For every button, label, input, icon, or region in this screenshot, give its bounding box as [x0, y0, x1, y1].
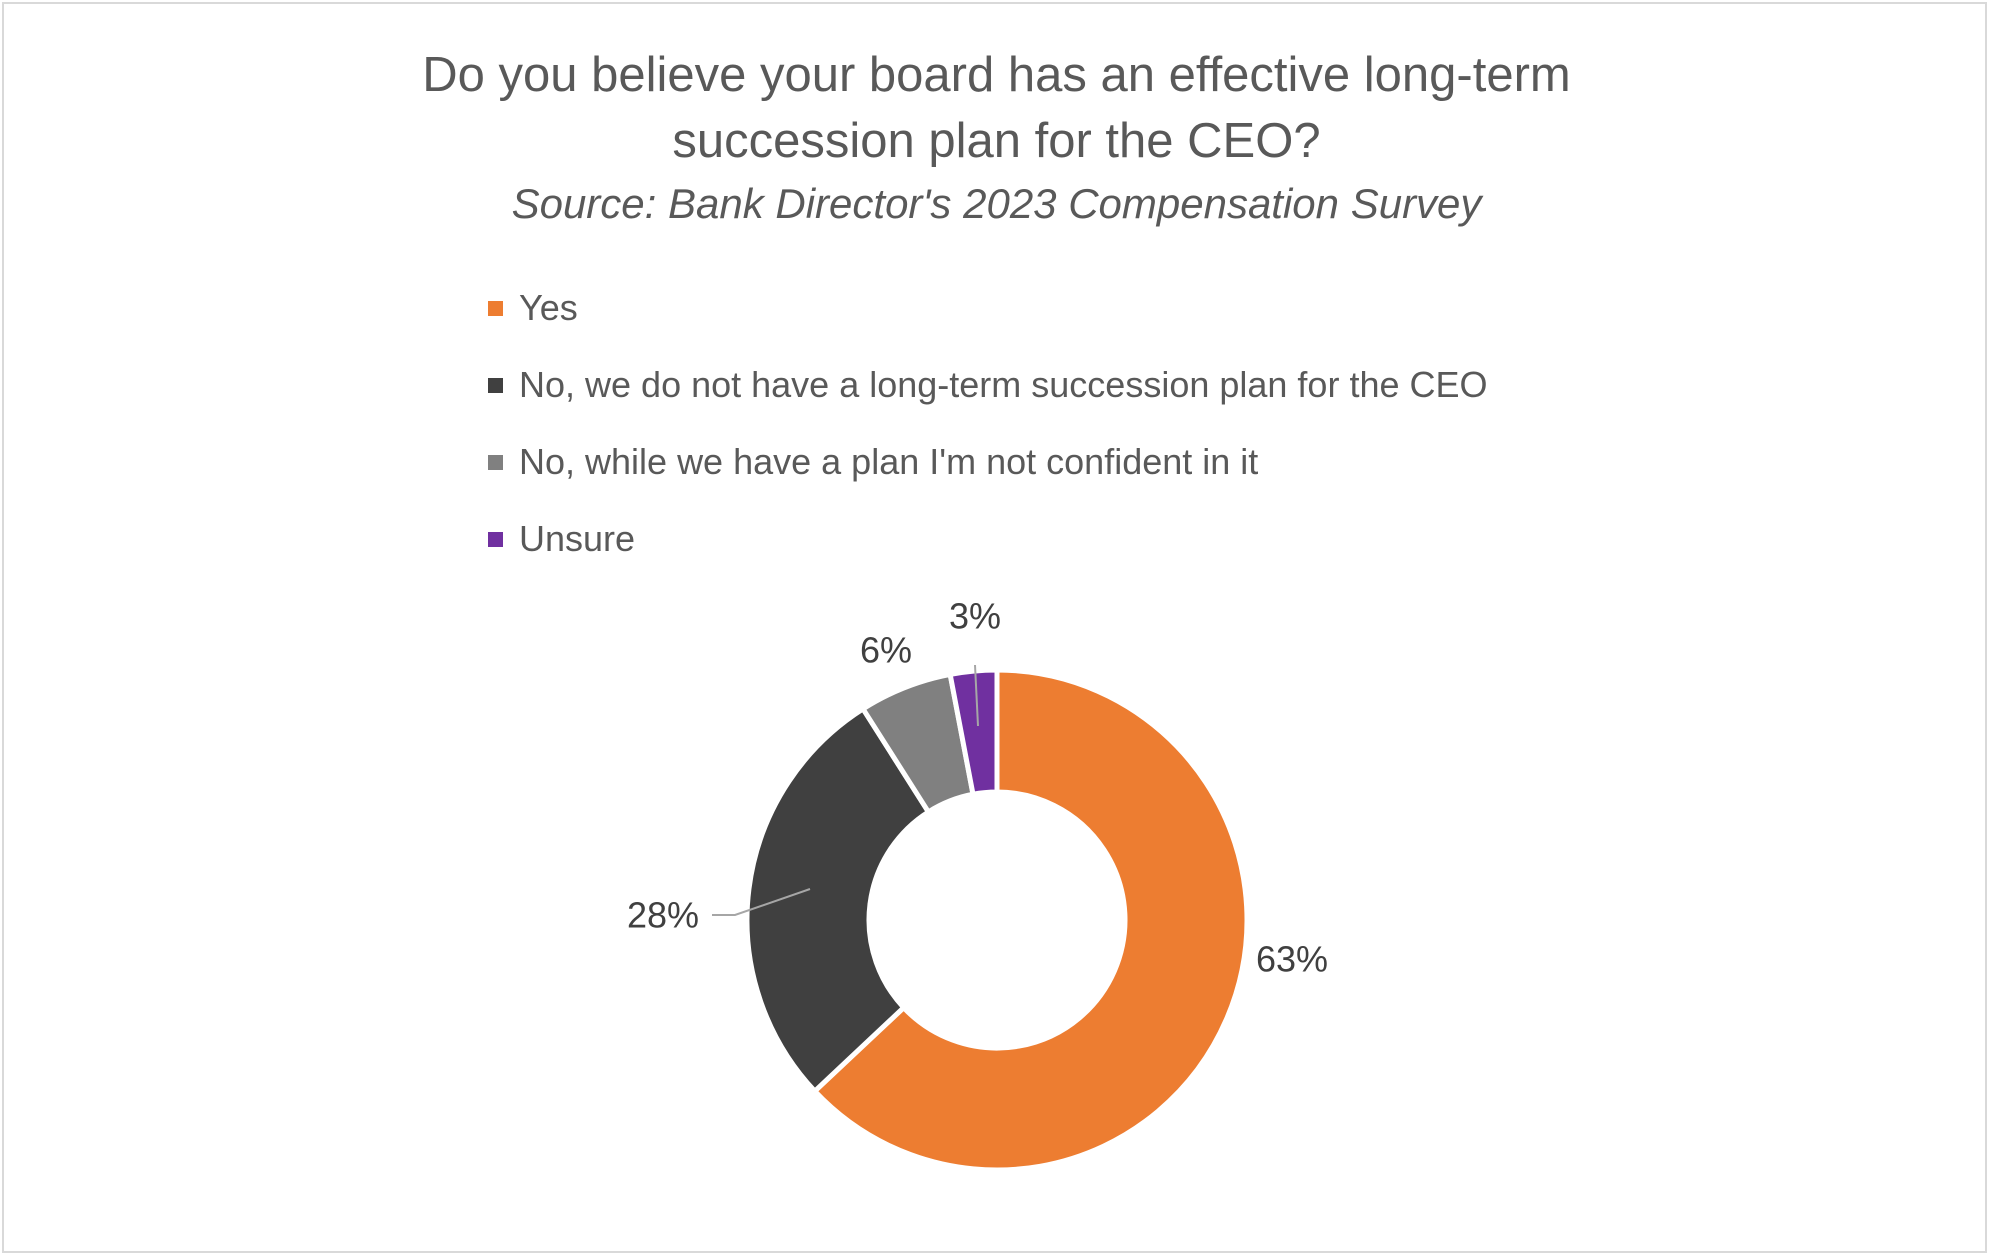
legend-item-yes: Yes	[488, 280, 578, 336]
legend-swatch-unsure	[488, 531, 503, 547]
donut-slices	[744, 667, 1250, 1173]
chart-title-line1: Do you believe your board has an effecti…	[422, 48, 1571, 102]
chart-subtitle: Source: Bank Director's 2023 Compensatio…	[511, 180, 1482, 227]
donut-slice-yes	[812, 667, 1250, 1173]
data-label-no-plan: 28%	[627, 895, 699, 936]
legend-label-not-confident: No, while we have a plan I'm not confide…	[519, 441, 1259, 482]
data-label-unsure: 3%	[949, 596, 1001, 637]
legend-item-unsure: Unsure	[488, 511, 635, 567]
data-labels: 63% 28% 6% 3%	[627, 596, 1328, 980]
donut-slice-no-plan	[744, 706, 931, 1094]
leader-line-3	[974, 664, 979, 727]
donut-slice-unsure	[947, 667, 1000, 797]
legend-label-no-plan: No, we do not have a long-term successio…	[519, 364, 1488, 405]
legend-item-not-confident: No, while we have a plan I'm not confide…	[488, 434, 1258, 490]
legend-label-yes: Yes	[519, 287, 578, 328]
data-label-not-confident: 6%	[860, 630, 912, 671]
leader-lines	[712, 664, 979, 916]
leader-line-28	[712, 888, 811, 916]
legend-swatch-no-plan	[488, 377, 503, 393]
legend-swatch-yes	[488, 300, 503, 316]
legend-swatch-not-confident	[488, 454, 503, 470]
legend-item-no-plan: No, we do not have a long-term successio…	[488, 357, 1488, 413]
chart-title-line2: succession plan for the CEO?	[672, 114, 1321, 168]
data-label-yes: 63%	[1256, 939, 1328, 980]
legend-label-unsure: Unsure	[519, 518, 636, 559]
